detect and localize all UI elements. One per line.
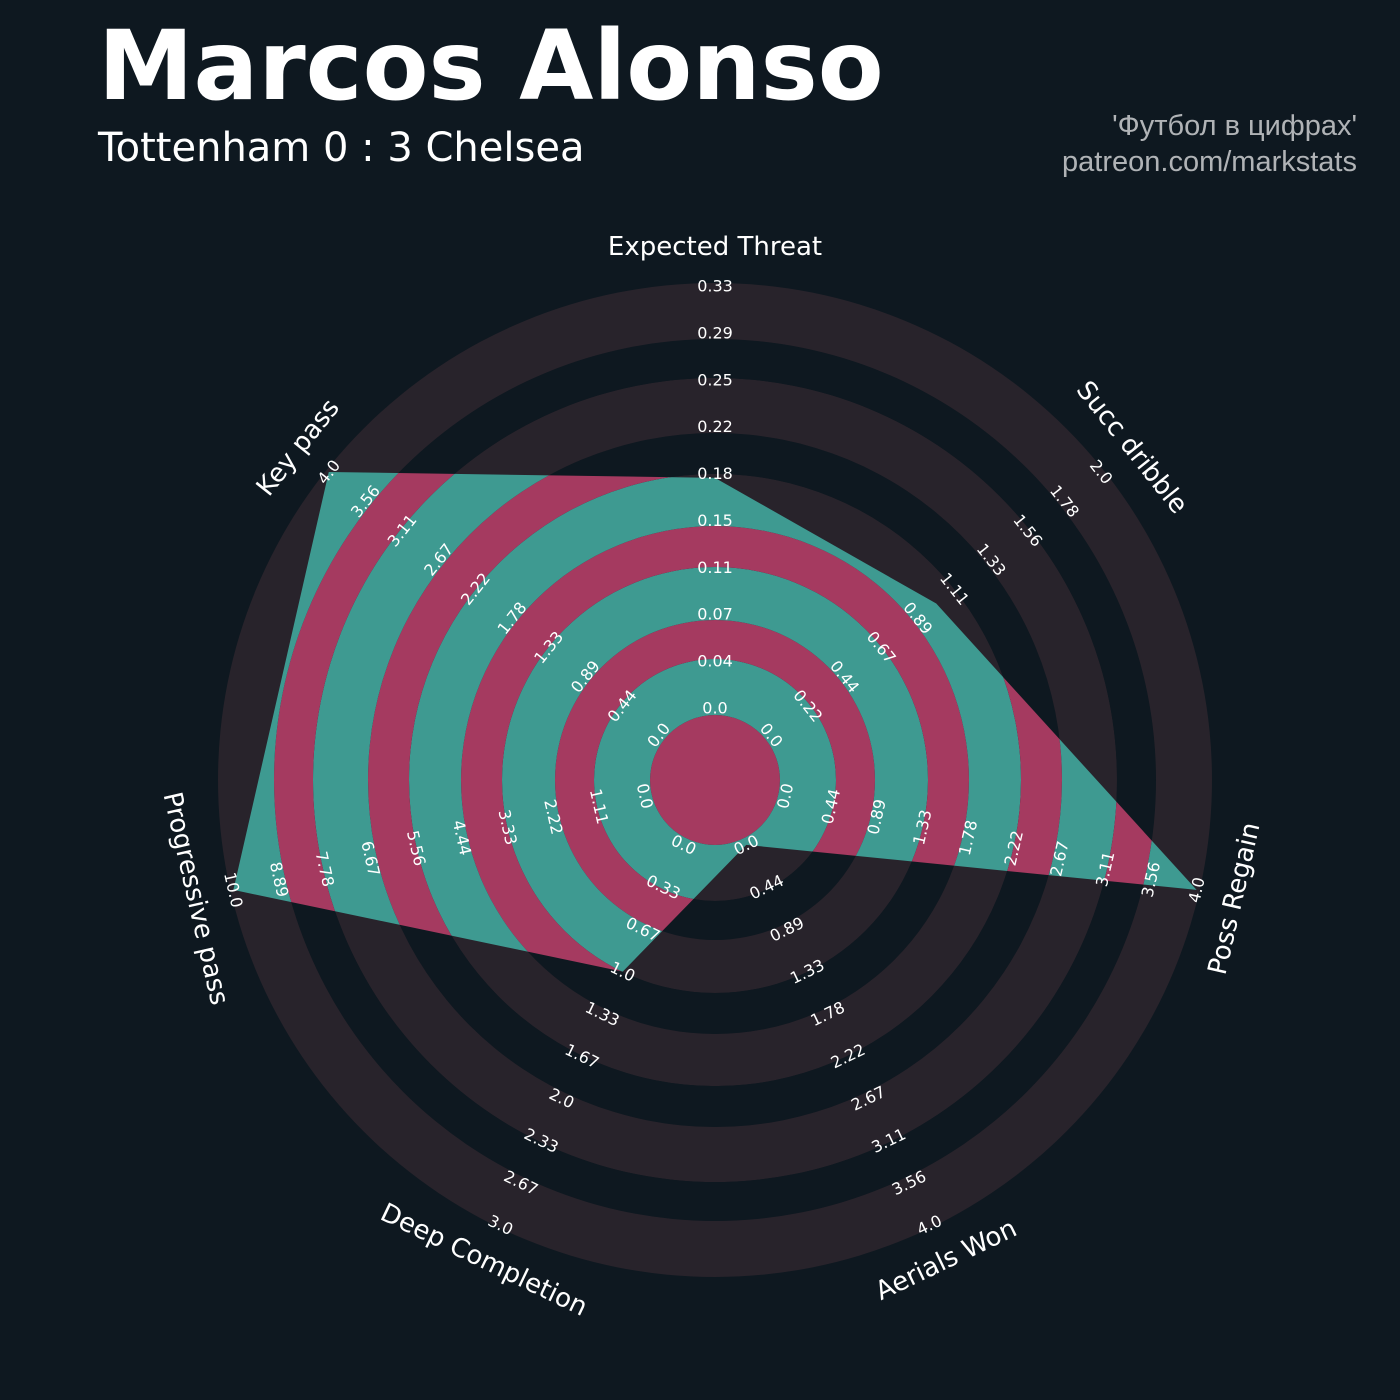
credit-line-2: patreon.com/markstats [1062, 146, 1357, 178]
radar-ring [594, 659, 836, 901]
param-label: Poss Regain [1203, 820, 1267, 978]
tick-label: 0.11 [697, 558, 733, 577]
param-label: Expected Threat [608, 232, 822, 262]
match-subtitle: Tottenham 0 : 3 Chelsea [98, 125, 585, 171]
radar-ring [650, 715, 780, 845]
tick-label: 0.0 [702, 699, 727, 718]
tick-label: 0.04 [697, 652, 733, 671]
tick-label: 0.29 [697, 323, 733, 342]
tick-label: 0.33 [697, 277, 733, 296]
radar-polygon [233, 471, 1197, 972]
player-name-title: Marcos Alonso [98, 10, 884, 122]
tick-label: 0.15 [697, 511, 733, 530]
tick-label: 0.18 [697, 464, 733, 483]
tick-label: 0.22 [697, 417, 733, 436]
tick-label: 0.25 [697, 370, 733, 389]
credit-line-1: 'Футбол в цифрах' [1112, 110, 1357, 142]
tick-label: 0.07 [697, 605, 733, 624]
